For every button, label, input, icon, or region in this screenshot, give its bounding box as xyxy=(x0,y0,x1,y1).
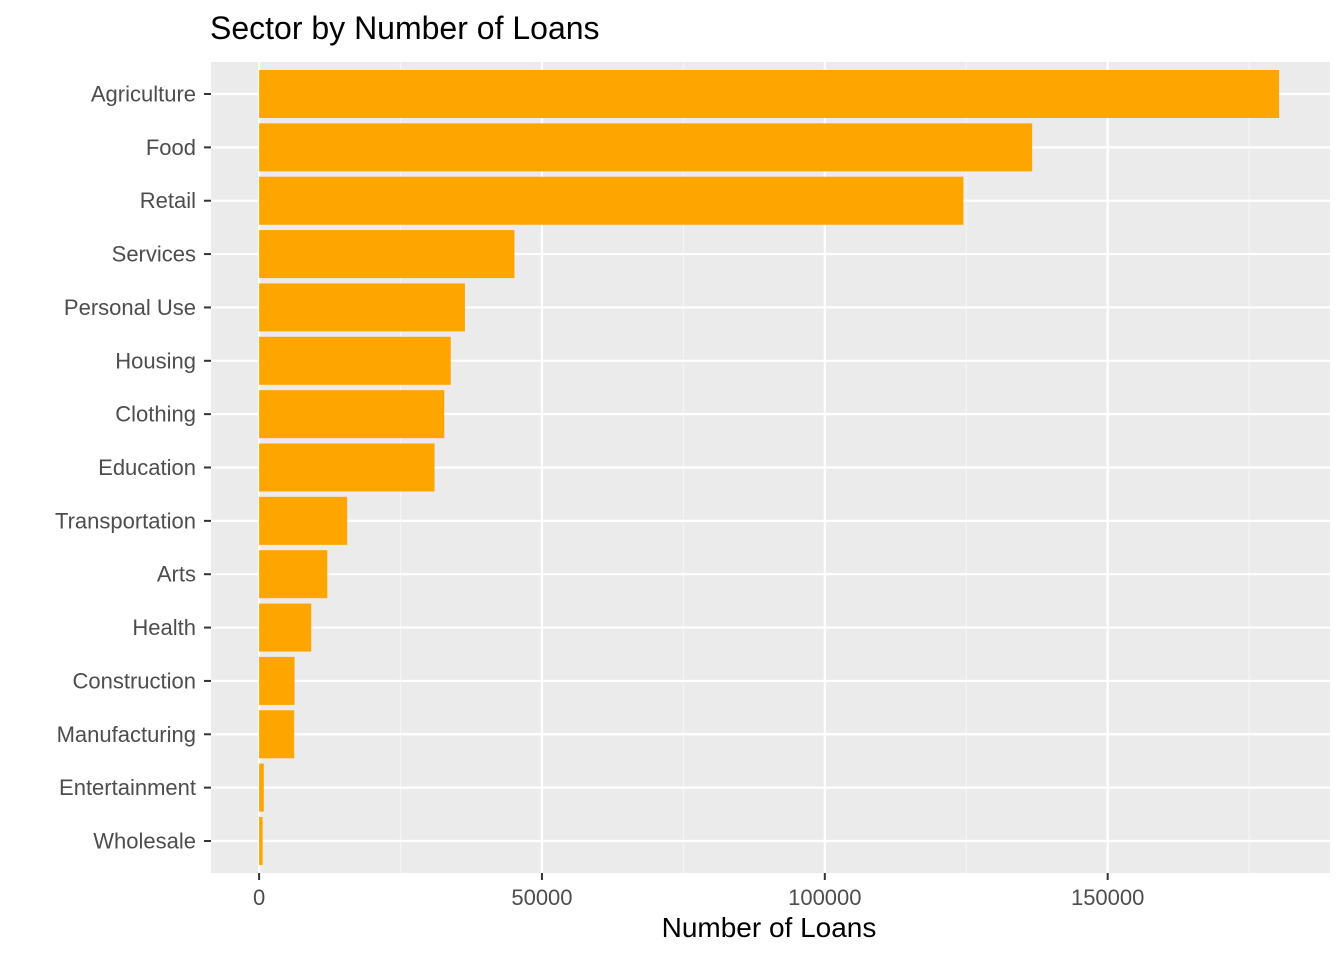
bar-construction xyxy=(259,656,295,705)
y-tick-label: Agriculture xyxy=(91,82,196,107)
y-tick-label: Wholesale xyxy=(93,828,196,853)
x-axis-title: Number of Loans xyxy=(661,912,877,943)
x-tick-label: 0 xyxy=(253,885,265,910)
chart-title: Sector by Number of Loans xyxy=(210,10,600,46)
bar-transportation xyxy=(259,496,348,545)
y-tick-label: Transportation xyxy=(55,508,196,533)
y-tick-label: Clothing xyxy=(115,402,196,427)
bar-retail xyxy=(259,176,964,225)
y-tick-label: Arts xyxy=(157,562,196,587)
bar-entertainment xyxy=(259,763,264,812)
bar-agriculture xyxy=(259,70,1280,119)
x-tick-label: 50000 xyxy=(511,885,572,910)
y-tick-label: Education xyxy=(98,455,196,480)
bar-health xyxy=(259,603,312,652)
bar-manufacturing xyxy=(259,710,295,759)
y-tick-label: Entertainment xyxy=(59,775,196,800)
y-tick-label: Services xyxy=(112,242,196,267)
bar-personal-use xyxy=(259,283,465,332)
y-tick-label: Health xyxy=(132,615,196,640)
bar-services xyxy=(259,230,515,279)
y-tick-label: Manufacturing xyxy=(57,722,196,747)
x-tick-label: 100000 xyxy=(788,885,861,910)
y-tick-label: Construction xyxy=(72,668,196,693)
bar-education xyxy=(259,443,435,492)
bar-arts xyxy=(259,550,328,599)
bar-food xyxy=(259,123,1033,172)
x-tick-label: 150000 xyxy=(1071,885,1144,910)
bar-clothing xyxy=(259,390,445,439)
bar-wholesale xyxy=(259,816,263,865)
y-tick-label: Personal Use xyxy=(64,295,196,320)
y-tick-label: Housing xyxy=(115,348,196,373)
y-tick-label: Food xyxy=(146,135,196,160)
bar-housing xyxy=(259,336,451,385)
y-tick-label: Retail xyxy=(140,188,196,213)
